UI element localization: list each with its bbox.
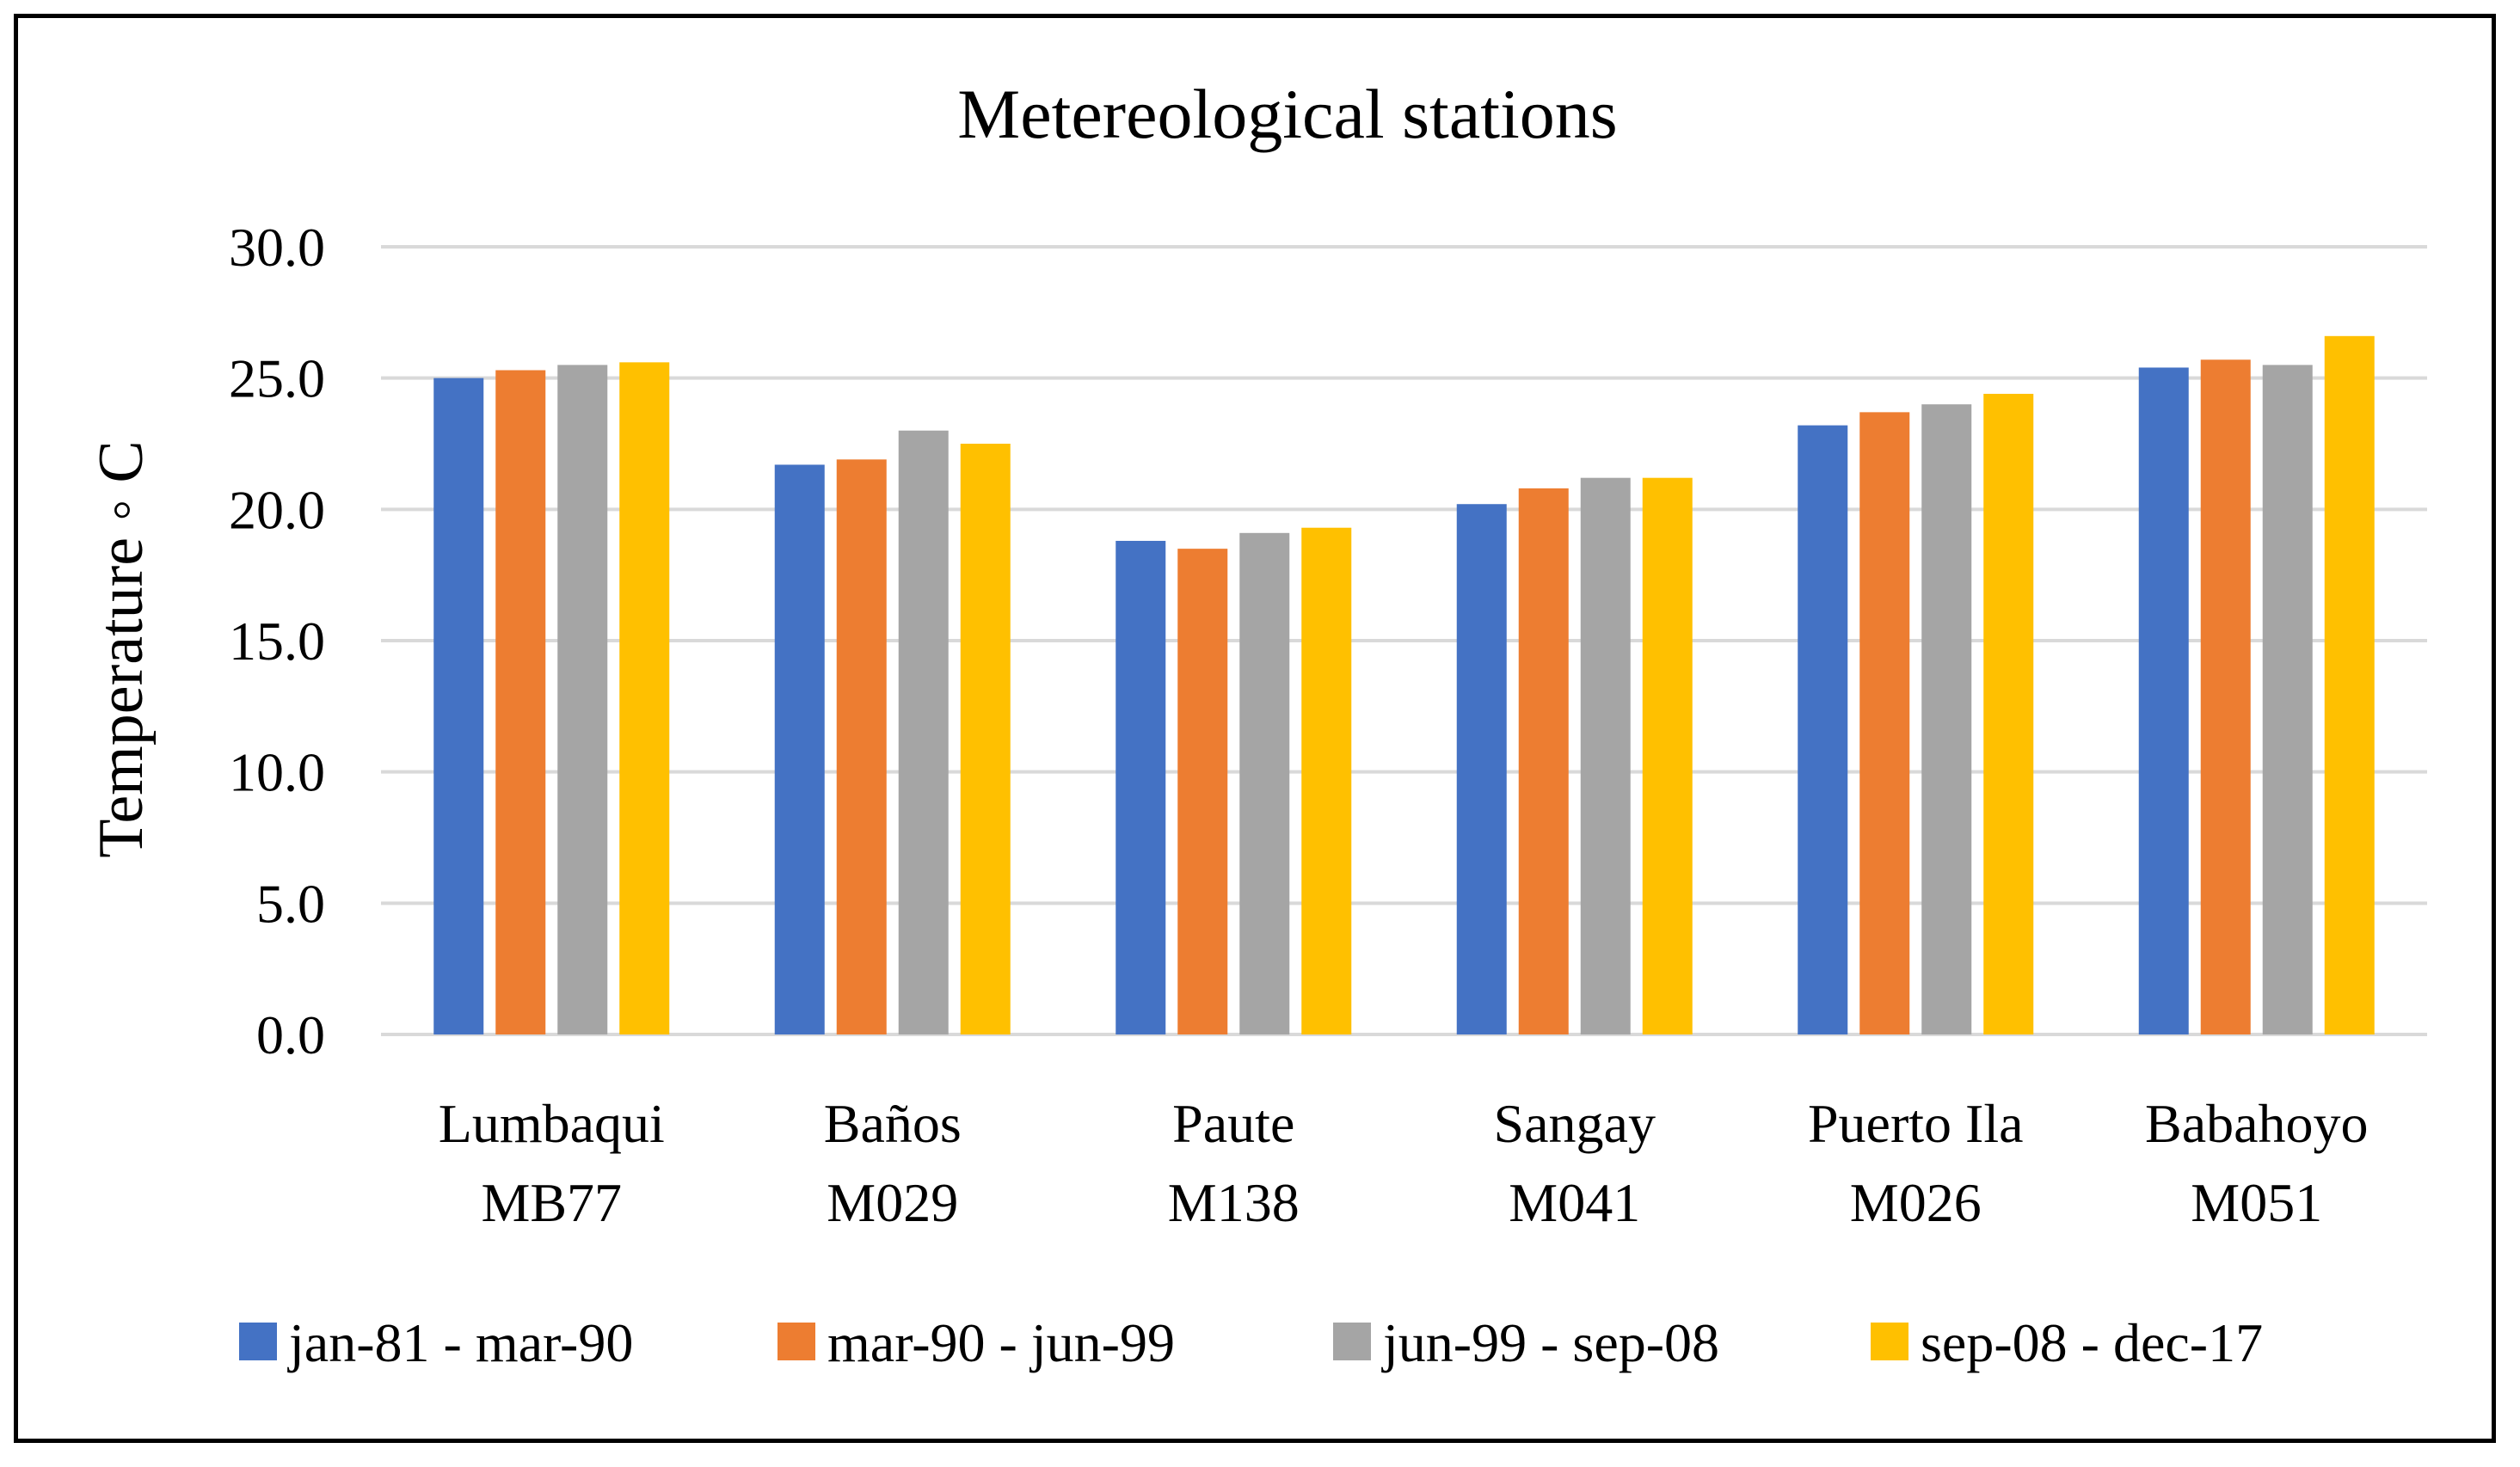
y-axis-label: Temperature ◦ C [86,440,157,857]
bar-3-m029 [898,430,949,1034]
bar-4-m051 [2324,335,2375,1034]
bar-4-m026 [1983,393,2034,1034]
bar-1-m026 [1798,425,1848,1034]
bar-2-m029 [836,459,887,1034]
bar-2-mb77 [495,370,546,1034]
bar-2-m026 [1859,412,1910,1034]
y-tick-label: 20.0 [229,479,325,540]
bar-1-m138 [1116,540,1166,1034]
bar-1-m041 [1456,504,1507,1034]
category-label-code: M138 [1168,1172,1300,1233]
bar-4-m029 [960,444,1011,1034]
legend-label: mar-90 - jun-99 [827,1312,1175,1373]
bar-3-m041 [1580,477,1631,1034]
gridlines [381,245,2427,1036]
category-label-name: Babahoyo [2145,1093,2369,1154]
category-label-code: M051 [2191,1172,2322,1233]
legend-swatch [778,1323,815,1360]
bar-3-m026 [1921,404,1972,1034]
legend-label: jan-81 - mar-90 [287,1312,633,1373]
x-axis-categories: Lumbaqui MB77 Baños M029 Paute M138 Sangay M041… [439,1093,2369,1233]
category-label-code: M026 [1850,1172,1982,1233]
y-tick-label: 15.0 [229,611,325,672]
bar-2-m051 [2200,359,2251,1034]
category-label-code: M041 [1509,1172,1640,1233]
bar-3-m051 [2262,365,2313,1034]
category-label-code: M029 [827,1172,958,1233]
y-tick-label: 10.0 [229,742,325,803]
bar-1-mb77 [433,377,484,1035]
y-axis-ticks: 0.0 5.0 10.0 15.0 20.0 25.0 30.0 [229,217,325,1065]
legend-label: jun-99 - sep-08 [1381,1312,1719,1373]
bar-1-m029 [774,464,825,1034]
legend-label: sep-08 - dec-17 [1921,1312,2263,1373]
legend-swatch [1871,1323,1908,1360]
y-tick-label: 0.0 [256,1004,325,1065]
bar-3-m138 [1239,532,1290,1034]
bar-1-m051 [2138,367,2189,1034]
bars [433,335,2375,1035]
y-tick-label: 30.0 [229,217,325,278]
category-label-name: Baños [824,1093,962,1154]
category-label-name: Lumbaqui [439,1093,665,1154]
category-label-name: Puerto Ila [1808,1093,2024,1154]
bar-3-mb77 [557,365,608,1034]
y-tick-label: 5.0 [256,873,325,934]
legend: jan-81 - mar-90 mar-90 - jun-99 jun-99 - s… [239,1312,2263,1373]
bar-4-m041 [1642,477,1693,1034]
bar-4-m138 [1301,527,1352,1034]
category-label-name: Paute [1172,1093,1294,1154]
category-label-name: Sangay [1494,1093,1656,1154]
y-tick-label: 25.0 [229,348,325,409]
category-label-code: MB77 [481,1172,622,1233]
bar-4-mb77 [619,362,670,1034]
bar-2-m138 [1177,549,1228,1034]
legend-swatch [1333,1323,1371,1360]
bar-2-m041 [1518,488,1569,1034]
chart-title: Metereological stations [957,75,1617,153]
legend-swatch [239,1323,277,1360]
